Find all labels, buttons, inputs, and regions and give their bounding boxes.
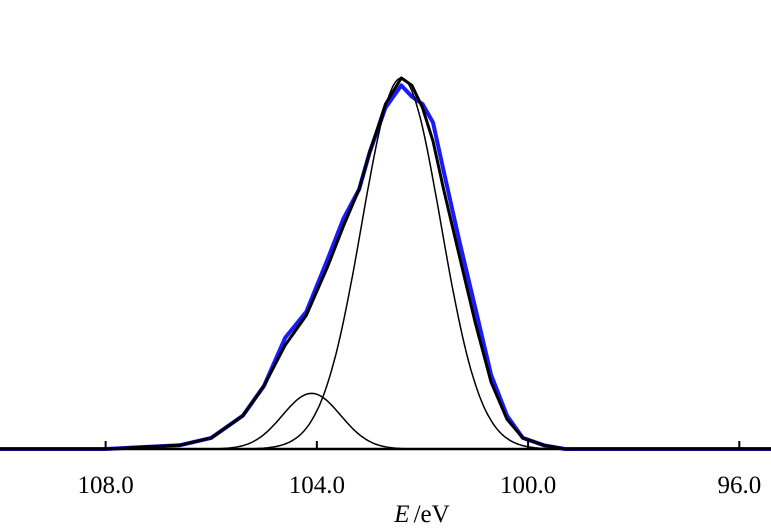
component-curve-3 xyxy=(242,77,559,450)
x-axis-variable: E xyxy=(393,501,409,528)
x-tick-label: 100.0 xyxy=(500,472,556,499)
x-axis-ticks: 108.0 104.0 100.0 96.0 xyxy=(77,441,761,499)
x-axis-unit: /eV xyxy=(414,501,450,528)
fit-envelope-curve-2 xyxy=(0,76,771,451)
x-tick-label: 104.0 xyxy=(289,472,345,499)
x-axis-label: E/eV xyxy=(393,501,449,528)
x-tick-label: 108.0 xyxy=(77,472,133,499)
component-curve-4 xyxy=(194,392,427,450)
plot-area xyxy=(0,76,771,451)
measured-curve-1 xyxy=(0,83,771,451)
x-tick-label: 96.0 xyxy=(717,472,761,499)
